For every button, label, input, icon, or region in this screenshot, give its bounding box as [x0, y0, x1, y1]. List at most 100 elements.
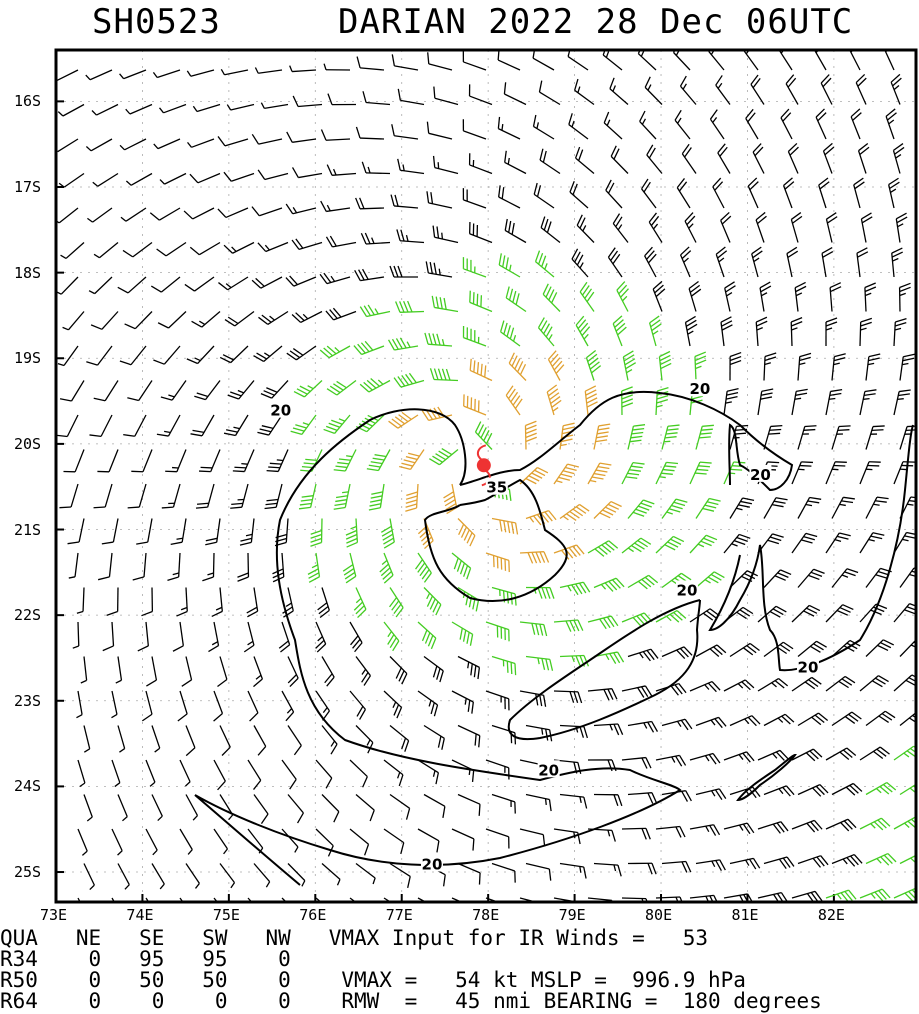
wind-barb-feather — [809, 604, 821, 612]
wind-barb-half-feather — [302, 422, 310, 426]
wind-barb — [417, 690, 439, 717]
wind-barb-feather — [815, 785, 825, 796]
wind-barb-feather — [397, 158, 401, 171]
wind-barb-feather — [458, 523, 465, 536]
wind-barb-feather — [430, 702, 435, 715]
wind-barb-feather — [441, 448, 453, 456]
wind-barb-feather — [613, 148, 620, 160]
wind-barb — [715, 246, 728, 278]
wind-barb-feather — [673, 612, 683, 621]
wind-barb-feather — [712, 177, 722, 188]
wind-barb-shaft — [145, 690, 153, 715]
wind-barb — [497, 116, 521, 140]
wind-barb-shaft — [224, 69, 249, 76]
wind-barb — [787, 142, 799, 174]
wind-barb — [186, 345, 215, 365]
wind-barb-feather — [717, 143, 726, 154]
wind-barb-half-feather — [149, 781, 156, 787]
wind-barb-shaft — [497, 59, 521, 71]
wind-barb-feather — [601, 544, 612, 553]
wind-barb-feather — [301, 466, 314, 469]
wind-barb-half-feather — [544, 798, 547, 806]
wind-barb-feather — [67, 541, 80, 545]
wind-barb-feather — [778, 678, 789, 687]
wind-barb-half-feather — [120, 919, 124, 924]
wind-barb-feather — [845, 786, 856, 796]
wind-barb-shaft — [213, 828, 229, 850]
wind-barb-feather — [539, 694, 543, 707]
wind-barb-shaft — [709, 118, 725, 140]
wind-barb-feather — [534, 469, 546, 477]
wind-barb-feather — [280, 644, 291, 653]
wind-barb-feather — [823, 142, 833, 152]
wind-barb-feather — [576, 214, 583, 226]
wind-barb-feather — [666, 428, 679, 431]
wind-barb-feather — [388, 420, 399, 429]
lat-tick-label: 16S — [14, 92, 42, 111]
wind-barb-feather — [514, 358, 521, 370]
wind-barb-feather — [705, 534, 718, 541]
wind-barb-feather — [910, 644, 916, 648]
wind-barb-feather — [429, 598, 436, 610]
wind-barb-feather — [681, 250, 692, 260]
wind-barb — [217, 207, 249, 219]
wind-barb — [90, 311, 119, 330]
wind-barb-half-feather — [736, 507, 743, 511]
wind-barb — [519, 466, 549, 485]
wind-barb-feather — [328, 422, 340, 428]
wind-barb-feather — [782, 857, 791, 868]
wind-barb-feather — [132, 576, 145, 581]
wind-barb-shaft — [892, 150, 901, 174]
wind-barb-feather — [101, 541, 114, 545]
wind-barb-half-feather — [909, 787, 916, 793]
wind-barb-feather — [608, 540, 619, 549]
wind-barb-feather — [572, 545, 581, 556]
wind-barb-feather — [779, 644, 791, 652]
wind-barb-half-feather — [119, 73, 125, 80]
wind-barb — [679, 75, 697, 105]
wind-barb-shaft — [695, 426, 703, 450]
wind-barb-feather — [572, 508, 584, 517]
wind-barb-feather — [211, 610, 223, 618]
wind-barb — [525, 655, 554, 671]
wind-barb-feather — [253, 678, 263, 688]
wind-barb — [612, 315, 627, 347]
wind-barb-feather — [338, 458, 351, 461]
wind-barb — [289, 65, 317, 73]
wind-barb-feather — [617, 651, 625, 663]
wind-barb-feather — [362, 268, 369, 280]
wind-barb — [763, 785, 795, 797]
wind-barb-feather — [712, 753, 721, 764]
wind-barb-feather — [579, 726, 585, 738]
wind-barb — [508, 352, 527, 381]
wind-barb-feather — [683, 646, 693, 656]
wind-barb-feather — [729, 355, 742, 362]
wind-barb-feather — [910, 496, 916, 499]
wind-barb-feather — [528, 475, 540, 482]
wind-barb-half-feather — [187, 849, 193, 855]
wind-barb-feather — [844, 675, 856, 684]
wind-barb-feather — [310, 541, 322, 547]
wind-barb-feather — [686, 215, 696, 226]
wind-barb-feather — [393, 377, 402, 388]
wind-barb-feather — [565, 466, 577, 471]
wind-barb-feather — [598, 423, 611, 427]
contour-label: 20 — [689, 380, 710, 398]
wind-barb-half-feather — [537, 657, 540, 665]
wind-barb — [257, 169, 289, 181]
wind-barb — [181, 656, 193, 687]
wind-barb-feather — [295, 312, 305, 322]
wind-barb-feather — [673, 501, 686, 507]
wind-barb — [559, 581, 591, 596]
wind-barb-feather — [631, 545, 642, 553]
wind-barb-feather — [785, 74, 795, 85]
wind-barb-feather — [424, 632, 431, 644]
wind-barb-feather — [296, 812, 304, 824]
wind-barb-half-feather — [573, 831, 576, 839]
wind-barb-feather — [577, 619, 584, 631]
wind-barb — [751, 246, 763, 278]
wind-barb-feather — [478, 872, 481, 885]
wind-barb — [349, 621, 363, 653]
wind-barb-feather — [636, 615, 646, 626]
wind-barb-shaft — [899, 638, 916, 657]
